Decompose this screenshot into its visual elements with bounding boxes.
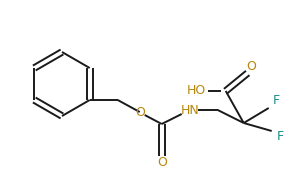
Text: F: F xyxy=(273,94,280,108)
Text: O: O xyxy=(157,157,167,169)
Text: O: O xyxy=(246,60,256,73)
Text: O: O xyxy=(135,106,145,119)
Text: HN: HN xyxy=(180,104,199,117)
Text: F: F xyxy=(277,131,284,144)
Text: HO: HO xyxy=(187,85,206,98)
